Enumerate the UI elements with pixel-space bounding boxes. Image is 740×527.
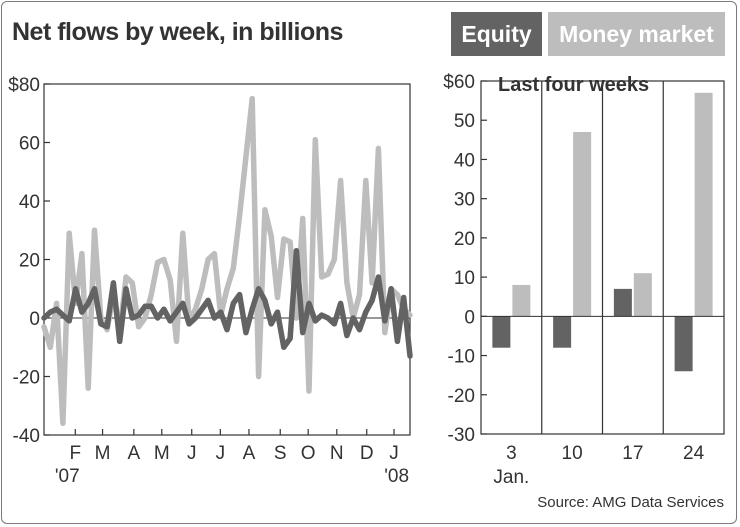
money-market-bar	[573, 131, 592, 317]
y-tick-label: 60	[19, 134, 40, 155]
bar-y-tick-label: 40	[454, 150, 475, 171]
chart-title: Net flows by week, in billions	[12, 18, 343, 46]
bar-y-tick-label: -20	[448, 386, 475, 407]
y-tick-label: -20	[13, 368, 40, 389]
bar-chart: Last four weeks -30 -20 -10 0 10 20 30 40 50 $60 3 J…	[443, 72, 725, 488]
equity-bar	[553, 316, 572, 348]
money-market-bar	[633, 273, 652, 317]
equity-bar	[674, 316, 693, 372]
bar-y-tick-label: 0	[464, 307, 475, 328]
equity-bar	[613, 288, 632, 317]
x-tick-label: A	[243, 443, 256, 464]
bar-month-label: Jan.	[493, 467, 529, 488]
bar-y-tick-label: 10	[454, 268, 475, 289]
legend-equity: Equity	[451, 12, 542, 56]
x-tick-label: D	[360, 443, 374, 464]
bar-category-label: 24	[683, 443, 705, 464]
bar-y-tick-label: 50	[454, 111, 475, 132]
x-tick-label: M	[154, 443, 170, 464]
y-tick-label: -40	[13, 426, 40, 447]
bar-y-tick-label: $60	[443, 72, 475, 93]
y-tick-label: 40	[19, 192, 40, 213]
money-market-bar	[694, 92, 713, 317]
x-tick-label: J	[187, 443, 197, 464]
x-tick-label: A	[127, 443, 140, 464]
equity-series-line	[41, 247, 413, 359]
year-label: '08	[384, 466, 409, 487]
money-market-bar	[512, 284, 531, 317]
legend-money-market: Money market	[548, 12, 725, 56]
bar-chart-title: Last four weeks	[498, 74, 649, 96]
bar-y-tick-label: -10	[448, 347, 475, 368]
bar-category-label: 3	[506, 443, 517, 464]
x-tick-label: S	[274, 443, 287, 464]
y-tick-label: $80	[8, 75, 40, 96]
source-note: Source: AMG Data Services	[537, 494, 724, 511]
x-tick-label: F	[69, 443, 81, 464]
money-market-series-line	[41, 95, 413, 427]
x-tick-label: J	[216, 443, 226, 464]
x-tick-label: N	[330, 443, 344, 464]
bar-category-label: 17	[622, 443, 643, 464]
x-tick-label: J	[389, 443, 399, 464]
y-tick-label: 20	[19, 251, 40, 272]
bar-y-tick-label: 30	[454, 190, 475, 211]
y-tick-label: 0	[29, 309, 40, 330]
x-tick-label: O	[301, 443, 316, 464]
equity-bar	[492, 316, 511, 348]
x-tick-label: M	[95, 443, 111, 464]
bar-category-label: 10	[562, 443, 583, 464]
year-label: '07	[55, 466, 80, 487]
bar-y-tick-label: 20	[454, 229, 475, 250]
bar-y-tick-label: -30	[448, 425, 475, 446]
